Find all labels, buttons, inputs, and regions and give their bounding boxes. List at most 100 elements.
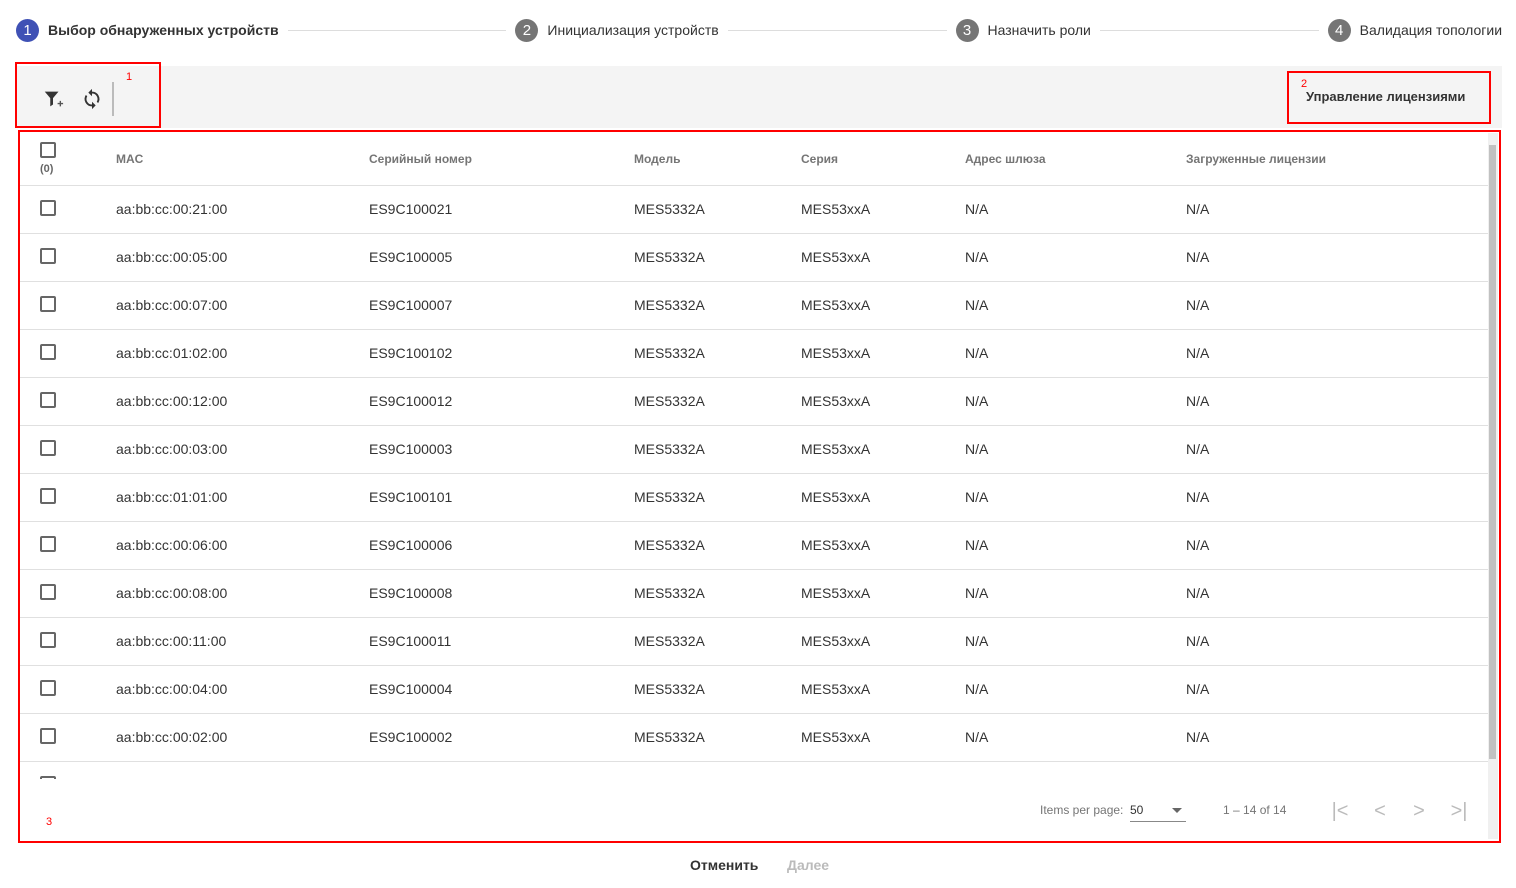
row-checkbox[interactable] — [40, 679, 56, 696]
table-cell: aa:bb:cc:00:07:00 — [116, 281, 369, 330]
stepper: 1 Выбор обнаруженных устройств 2 Инициализа… — [16, 18, 1502, 42]
next-page-button[interactable]: > — [1413, 800, 1425, 822]
table-row[interactable]: aa:bb:cc:00:03:00 ES9C100003 MES5332A MES53… — [20, 425, 1488, 474]
row-checkbox[interactable] — [40, 727, 56, 744]
column-header[interactable]: Серия — [801, 133, 965, 186]
table-cell: ES9C100102 — [369, 329, 634, 378]
table-scrollbar[interactable] — [1488, 133, 1498, 839]
row-checkbox[interactable] — [40, 631, 56, 648]
table-row[interactable]: aa:bb:cc:00:12:00 ES9C100012 MES5332A MES53… — [20, 377, 1488, 426]
table-cell: N/A — [965, 425, 1186, 474]
step-label: Выбор обнаруженных устройств — [48, 22, 279, 38]
table-row[interactable]: aa:bb:cc:00:22:00ES9C100022MES5332AMES53… — [20, 761, 1488, 779]
table-cell: N/A — [1186, 185, 1488, 234]
row-checkbox[interactable] — [40, 775, 56, 779]
row-checkbox[interactable] — [40, 439, 56, 456]
last-page-button[interactable]: >| — [1450, 800, 1468, 822]
step-1[interactable]: 1 Выбор обнаруженных устройств — [16, 18, 279, 42]
table-cell: MES53xxA — [801, 569, 965, 618]
previous-page-button[interactable]: < — [1374, 800, 1386, 822]
manage-licenses-button[interactable]: Управление лицензиями — [1306, 89, 1466, 104]
table-row[interactable]: aa:bb:cc:00:21:00 ES9C100021 MES5332A MES53… — [20, 185, 1488, 234]
table-cell: MES53xxA — [801, 521, 965, 570]
table-cell: MES5332A — [634, 233, 801, 282]
table-row[interactable]: aa:bb:cc:00:02:00 ES9C100002 MES5332A MES53… — [20, 713, 1488, 762]
table-cell: ES9C100008 — [369, 569, 634, 618]
column-header[interactable]: Адрес шлюза — [965, 133, 1186, 186]
first-page-button[interactable]: |< — [1331, 800, 1349, 822]
row-checkbox[interactable] — [40, 487, 56, 504]
row-checkbox[interactable] — [40, 295, 56, 312]
column-header[interactable]: Модель — [634, 133, 801, 186]
table-cell: N/A — [965, 521, 1186, 570]
toolbar — [16, 66, 1502, 128]
table-row[interactable]: aa:bb:cc:00:07:00 ES9C100007 MES5332A MES53… — [20, 281, 1488, 330]
table-cell: MES5332A — [634, 521, 801, 570]
step-label: Инициализация устройств — [547, 22, 719, 38]
table-cell: N/A — [1186, 281, 1488, 330]
devices-table: (0) MAC Серийный номер Модель Серия Адре… — [20, 133, 1488, 779]
table-cell: N/A — [965, 713, 1186, 762]
table-cell: N/A — [965, 185, 1186, 234]
table-row[interactable]: aa:bb:cc:00:11:00 ES9C100011 MES5332A MES53… — [20, 617, 1488, 666]
table-cell: aa:bb:cc:00:08:00 — [116, 569, 369, 618]
table-cell: MES5332A — [634, 617, 801, 666]
next-button[interactable]: Далее — [787, 857, 830, 873]
table-cell: aa:bb:cc:00:05:00 — [116, 233, 369, 282]
step-number: 2 — [515, 18, 539, 42]
table-cell: N/A — [965, 665, 1186, 714]
column-header[interactable]: Серийный номер — [369, 133, 634, 186]
cancel-button[interactable]: Отменить — [690, 857, 759, 873]
table-row[interactable]: aa:bb:cc:00:04:00 ES9C100004 MES5332A MES53… — [20, 665, 1488, 714]
table-cell: aa:bb:cc:00:12:00 — [116, 377, 369, 426]
page-size-select[interactable]: 50 — [1130, 800, 1186, 822]
table-cell: N/A — [965, 473, 1186, 522]
row-checkbox[interactable] — [40, 247, 56, 264]
annotation-label: 1 — [126, 71, 133, 83]
table-cell: N/A — [1186, 521, 1488, 570]
table-cell: ES9C100007 — [369, 281, 634, 330]
table-row[interactable]: aa:bb:cc:01:02:00 ES9C100102 MES5332A MES53… — [20, 329, 1488, 378]
refresh-icon[interactable] — [81, 88, 103, 110]
step-number: 3 — [955, 18, 979, 42]
table-row[interactable]: aa:bb:cc:00:05:00 ES9C100005 MES5332A MES53… — [20, 233, 1488, 282]
table-cell: N/A — [965, 281, 1186, 330]
row-checkbox[interactable] — [40, 343, 56, 360]
row-checkbox[interactable] — [40, 199, 56, 216]
step-connector — [1099, 29, 1319, 31]
step-number: 4 — [1327, 18, 1351, 42]
table-row[interactable]: aa:bb:cc:01:01:00 ES9C100101 MES5332A MES53… — [20, 473, 1488, 522]
row-checkbox[interactable] — [40, 391, 56, 408]
select-all-checkbox[interactable] — [40, 142, 56, 159]
table-cell: MES5332A — [634, 473, 801, 522]
table-cell: MES5332A — [634, 569, 801, 618]
column-header[interactable]: Загруженные лицензии — [1186, 133, 1488, 186]
table-cell: N/A — [1186, 761, 1488, 779]
table-cell: N/A — [1186, 425, 1488, 474]
table-cell: N/A — [1186, 473, 1488, 522]
table-cell: MES5332A — [634, 329, 801, 378]
table-cell: MES53xxA — [801, 233, 965, 282]
step-2[interactable]: 2 Инициализация устройств — [515, 18, 719, 42]
filter-add-icon[interactable] — [42, 88, 64, 110]
annotation-label: 2 — [1301, 78, 1308, 90]
table-cell: ES9C100005 — [369, 233, 634, 282]
table-cell: MES5332A — [634, 185, 801, 234]
step-4[interactable]: 4 Валидация топологии — [1327, 18, 1502, 42]
table-cell: MES53xxA — [801, 329, 965, 378]
scrollbar-thumb[interactable] — [1489, 145, 1496, 759]
table-cell: aa:bb:cc:00:06:00 — [116, 521, 369, 570]
row-checkbox[interactable] — [40, 535, 56, 552]
table-cell: N/A — [1186, 713, 1488, 762]
page-size-value: 50 — [1130, 803, 1144, 817]
table-cell: N/A — [1186, 233, 1488, 282]
table-row[interactable]: aa:bb:cc:00:08:00 ES9C100008 MES5332A MES53… — [20, 569, 1488, 618]
table-header: (0) MAC Серийный номер Модель Серия Адре… — [20, 133, 1488, 186]
row-checkbox[interactable] — [40, 583, 56, 600]
column-header[interactable]: MAC — [116, 133, 369, 186]
step-3[interactable]: 3 Назначить роли — [955, 18, 1091, 42]
step-number: 1 — [16, 18, 39, 42]
table-cell: aa:bb:cc:00:04:00 — [116, 665, 369, 714]
table-row[interactable]: aa:bb:cc:00:06:00 ES9C100006 MES5332A MES53… — [20, 521, 1488, 570]
table-cell: ES9C100012 — [369, 377, 634, 426]
